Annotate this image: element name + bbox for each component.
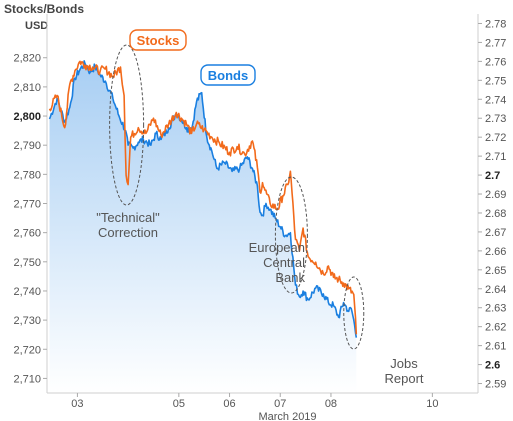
annotation-label: European — [249, 240, 305, 255]
right-tick-label: 2.67 — [485, 227, 506, 239]
left-tick-label: 2,750 — [13, 257, 41, 269]
annotation-ellipse — [343, 276, 365, 350]
right-tick-label: 2.62 — [485, 322, 506, 334]
x-axis-label: March 2019 — [258, 411, 316, 421]
left-tick-label: 2,730 — [13, 315, 41, 327]
x-tick-label: 05 — [173, 398, 185, 410]
right-tick-label: 2.77 — [485, 37, 506, 49]
bonds-legend-label: Bonds — [208, 68, 248, 83]
left-tick-label: 2,770 — [13, 199, 41, 211]
left-tick-label: 2,720 — [13, 344, 41, 356]
right-tick-label: 2.71 — [485, 151, 506, 163]
left-tick-label: 2,810 — [13, 82, 41, 94]
left-tick-label: 2,790 — [13, 140, 41, 152]
series-layer — [48, 60, 358, 394]
right-tick-label: 2.72 — [485, 132, 506, 144]
x-tick-label: 08 — [325, 398, 337, 410]
annotation-label: Jobs — [390, 356, 418, 371]
annotation-label: Central — [263, 255, 305, 270]
legend-layer: Bonds Stocks — [129, 29, 256, 86]
annotation-label: Correction — [98, 225, 158, 240]
bonds-area — [49, 60, 357, 394]
right-tick-label: 2.76 — [485, 56, 506, 68]
left-tick-label: 2,820 — [13, 53, 41, 65]
annotation-layer: "Technical"Correction EuropeanCentralBank… — [96, 44, 424, 386]
annotation-ellipse — [274, 176, 308, 294]
right-tick-label: 2.6 — [485, 360, 500, 372]
stocks-legend-label: Stocks — [137, 33, 180, 48]
annotation-ellipse — [109, 44, 145, 206]
annotation-label: Report — [384, 371, 423, 386]
right-tick-label: 2.64 — [485, 284, 506, 296]
left-tick-label: 2,710 — [13, 373, 41, 385]
annotation-label: "Technical" — [96, 210, 160, 225]
right-tick-label: 2.59 — [485, 379, 506, 391]
right-tick-label: 2.74 — [485, 94, 506, 106]
right-tick-label: 2.63 — [485, 303, 506, 315]
left-tick-label: 2,780 — [13, 169, 41, 181]
right-tick-label: 2.7 — [485, 170, 500, 182]
x-tick-label: 07 — [274, 398, 286, 410]
right-tick-label: 2.65 — [485, 265, 506, 277]
left-tick-label: 2,740 — [13, 286, 41, 298]
left-axis-unit: USD — [25, 20, 49, 32]
right-tick-label: 2.73 — [485, 113, 506, 125]
axes-layer: 2,710 2,720 2,730 2,740 2,750 2,760 2,770 2,780… — [13, 14, 506, 421]
right-tick-label: 2.75 — [485, 75, 506, 87]
right-tick-label: 2.68 — [485, 208, 506, 220]
x-tick-label: 03 — [71, 398, 83, 410]
chart-title: Stocks/Bonds — [4, 2, 85, 16]
right-tick-label: 2.61 — [485, 341, 506, 353]
x-tick-label: 10 — [426, 398, 438, 410]
left-tick-label: 2,800 — [13, 111, 41, 123]
right-tick-label: 2.78 — [485, 18, 506, 30]
left-tick-label: 2,760 — [13, 228, 41, 240]
right-tick-label: 2.69 — [485, 189, 506, 201]
stocks-legend-box — [129, 29, 187, 51]
annotation-label: Bank — [275, 270, 305, 285]
right-tick-label: 2.66 — [485, 246, 506, 258]
bonds-line — [48, 60, 358, 338]
bonds-legend-box — [200, 64, 256, 86]
x-tick-label: 06 — [223, 398, 235, 410]
